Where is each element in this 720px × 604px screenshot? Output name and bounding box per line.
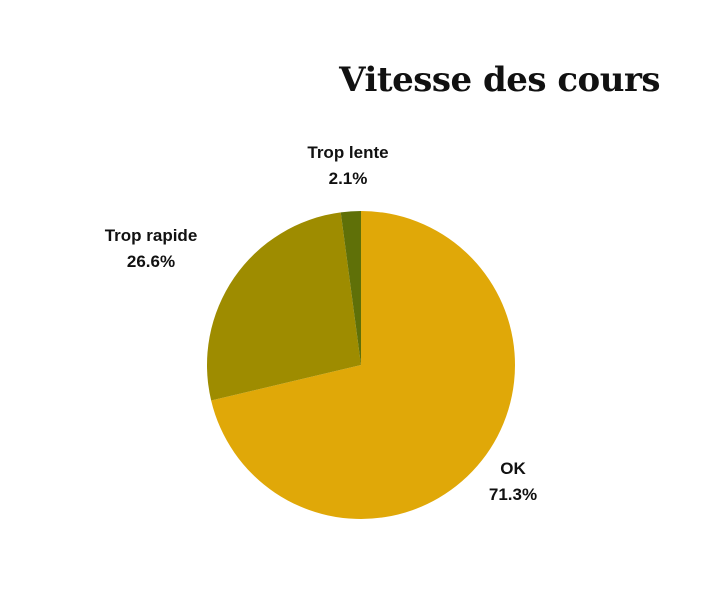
slice-value-trop-rapide: 26.6% (127, 252, 175, 271)
slice-value-ok: 71.3% (489, 485, 537, 504)
pie-slice-ok (211, 211, 515, 519)
pie-labels: OK 71.3% Trop rapide 26.6% Trop lente 2.1% (105, 143, 537, 504)
slice-label-trop-rapide: Trop rapide (105, 226, 198, 245)
slice-value-trop-lente: 2.1% (329, 169, 368, 188)
pie-slices (207, 211, 515, 519)
slice-label-trop-lente: Trop lente (307, 143, 388, 162)
pie-slice-trop-lente (340, 211, 361, 365)
slice-label-ok: OK (500, 459, 526, 478)
chart-title: Vitesse des cours (339, 60, 660, 100)
pie-slice-trop-rapide (207, 212, 361, 401)
